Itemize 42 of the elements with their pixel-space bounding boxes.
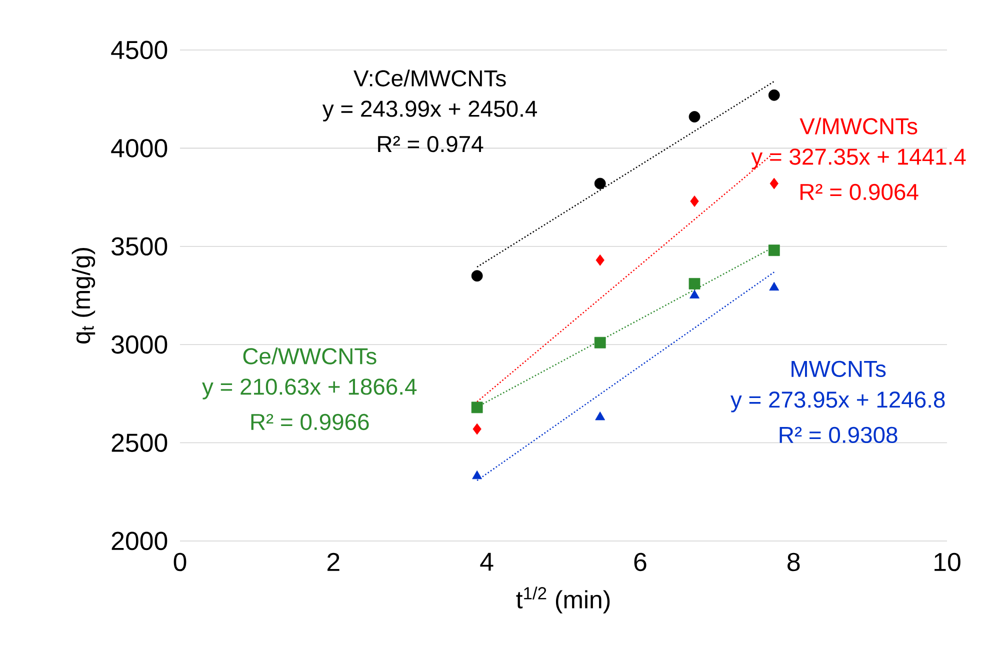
point: [769, 282, 780, 291]
point: [472, 423, 482, 435]
text: Ce/WWCNTs: [243, 348, 376, 364]
annotation: y = 243.99x + 2450.4: [322, 100, 538, 122]
y-tick-label: 2000: [112, 532, 168, 550]
annotation: R² = 0.974: [378, 136, 484, 152]
point: [594, 336, 606, 348]
annotation: R² = 0.9064: [800, 184, 918, 200]
point: [471, 270, 483, 282]
point: [595, 412, 606, 420]
point: [596, 254, 604, 266]
y-tick-label: 4500: [111, 40, 168, 60]
x-tick-label: 6: [634, 552, 646, 572]
point: [594, 178, 606, 190]
point: [690, 290, 700, 298]
point: [690, 196, 699, 207]
x-tick-label: 10: [934, 552, 960, 572]
point: [688, 111, 700, 122]
y-tick-label: 4000: [111, 139, 168, 158]
text: MWCNTs: [792, 360, 886, 378]
annotation: y = 327.35x + 1441.4: [751, 148, 966, 170]
x-tick-label: 0: [174, 552, 186, 572]
y-tick-label: 2500: [112, 434, 168, 452]
annotation: R² = 0.9308: [780, 426, 898, 444]
point: [768, 244, 780, 256]
x-tick-label: 4: [480, 552, 494, 571]
point: [768, 89, 780, 101]
x-tick-label: 8: [788, 552, 800, 572]
point: [770, 178, 778, 190]
annotation: y = 210.63x + 1866.4: [202, 378, 417, 400]
point: [688, 278, 700, 290]
point: [471, 402, 483, 414]
x-tick-label: 2: [328, 552, 340, 571]
x-axis-title: t$^{1/2}$ (min): [516, 586, 610, 614]
annotation: R² = 0.9966: [251, 414, 369, 430]
text: V:Ce/MWCNTs: [354, 70, 506, 86]
annotation: y = 273.95x + 1246.8: [730, 392, 945, 412]
y-tick-label: 3500: [112, 237, 168, 256]
y-axis-title: q$_{t}$ (mg/g): [72, 248, 96, 344]
text: V/MWCNTs: [800, 118, 918, 134]
point: [472, 470, 482, 480]
y-tick-label: 3000: [112, 335, 168, 354]
